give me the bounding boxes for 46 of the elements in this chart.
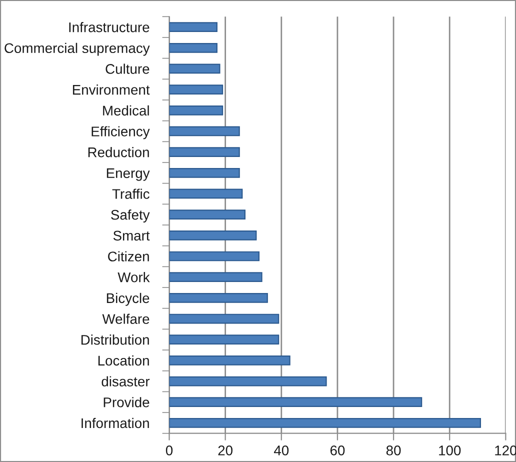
x-tick-label: 0 [166, 446, 173, 456]
bar [169, 126, 240, 136]
y-tick-label: Culture [106, 64, 150, 74]
bar [169, 314, 280, 324]
y-tick-label: Provide [104, 397, 150, 408]
bar [169, 272, 262, 282]
bar [169, 418, 482, 428]
bar [169, 42, 218, 53]
y-tick-label: Smart [113, 230, 150, 241]
bar [169, 64, 220, 74]
bar [169, 84, 224, 94]
bar [169, 188, 243, 199]
y-tick-label: Welfare [102, 314, 150, 324]
bar [169, 397, 422, 408]
x-tick-label: 100 [439, 446, 461, 456]
y-tick-label: Reduction [88, 147, 149, 158]
x-tick-label: 60 [330, 446, 345, 456]
x-tick-label: 40 [274, 446, 289, 456]
y-tick-label: Location [98, 355, 149, 366]
y-tick-label: Bicycle [106, 292, 150, 306]
bar [169, 334, 280, 345]
y-tick-label: Environment [72, 84, 150, 95]
y-tick-label: Energy [106, 168, 150, 181]
y-tick-label: Information [82, 418, 149, 428]
bar [169, 22, 218, 32]
y-tick-label: Medical [103, 105, 149, 116]
bar [169, 105, 224, 116]
bar [169, 147, 240, 157]
y-tick-label: Work [118, 272, 150, 282]
bar [169, 292, 268, 303]
bar [169, 376, 327, 386]
x-tick-label: 20 [218, 446, 232, 456]
bar [169, 168, 240, 178]
y-tick-label: Efficiency [92, 126, 150, 140]
y-tick-label: Traffic [112, 188, 150, 199]
bar [169, 230, 257, 240]
y-tick-label: Distribution [81, 334, 149, 345]
y-tick-label: Commercial supremacy [4, 42, 150, 56]
x-tick-label: 80 [386, 446, 401, 456]
y-tick-label: Safety [111, 210, 150, 222]
y-tick-label: disaster [102, 376, 150, 386]
y-tick-label: Infrastructure [69, 22, 150, 32]
bar [169, 251, 260, 262]
bar [169, 356, 290, 366]
bar [169, 210, 246, 220]
y-tick-label: Citizen [108, 251, 149, 262]
